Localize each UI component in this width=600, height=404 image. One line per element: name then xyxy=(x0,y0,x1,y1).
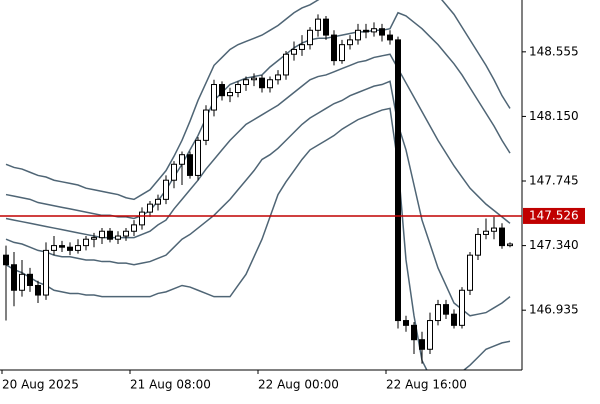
candle-body xyxy=(371,28,377,33)
candle-body xyxy=(195,139,201,176)
candle-body xyxy=(259,77,265,89)
candle-body xyxy=(219,84,225,97)
candle-body xyxy=(67,246,73,251)
candle-body xyxy=(507,243,513,247)
candle-body xyxy=(75,245,81,251)
candle-body xyxy=(203,109,209,141)
candle-body xyxy=(411,324,417,341)
candle-body xyxy=(267,79,273,89)
candle-body xyxy=(139,211,145,226)
candle-body xyxy=(147,203,153,213)
band-line xyxy=(5,80,511,317)
y-tick-label: 147.340 xyxy=(529,238,579,252)
candle-body xyxy=(43,249,49,296)
candle-body xyxy=(3,254,9,266)
x-tick-label: 20 Aug 2025 xyxy=(2,378,79,392)
candle-body xyxy=(403,320,409,326)
candle-body xyxy=(355,29,361,41)
candle-body xyxy=(435,304,441,322)
candle-body xyxy=(107,230,113,240)
candle-body xyxy=(211,84,217,111)
candle-body xyxy=(131,224,137,232)
y-tick-label: 146.935 xyxy=(529,303,579,317)
candle-body xyxy=(499,227,505,247)
candle-body xyxy=(19,273,25,291)
current-price-box xyxy=(523,207,585,224)
candle-body xyxy=(387,34,393,41)
candle-body xyxy=(299,44,305,50)
candle-body xyxy=(275,74,281,81)
candle-body xyxy=(467,254,473,291)
candle-body xyxy=(339,44,345,62)
candle-body xyxy=(235,84,241,94)
candle-body xyxy=(283,53,289,76)
band-line xyxy=(5,53,511,239)
candle-body xyxy=(491,227,497,232)
candle-body xyxy=(363,29,369,33)
candle-body xyxy=(459,289,465,326)
candle-body xyxy=(395,39,401,322)
y-tick-label: 148.150 xyxy=(529,109,579,123)
candle-body xyxy=(171,163,177,181)
candle-body xyxy=(59,245,65,248)
candle-body xyxy=(331,34,337,62)
candle-body xyxy=(227,92,233,97)
band-line xyxy=(5,11,511,220)
candle-body xyxy=(243,79,249,86)
candle-body xyxy=(179,154,185,165)
candle-body xyxy=(427,320,433,350)
candle-body xyxy=(99,230,105,239)
candle-body xyxy=(443,304,449,315)
x-tick-label: 22 Aug 16:00 xyxy=(386,378,467,392)
candle-body xyxy=(187,154,193,176)
candle-body xyxy=(475,233,481,256)
band-line xyxy=(5,107,511,370)
candle-body xyxy=(323,18,329,36)
y-tick-label: 148.555 xyxy=(529,44,579,58)
candle-body xyxy=(315,18,321,31)
plot-area xyxy=(3,0,513,370)
band-line xyxy=(5,0,511,201)
candle-body xyxy=(291,48,297,55)
candle-body xyxy=(155,198,161,205)
candle-body xyxy=(51,245,57,251)
candle-body xyxy=(91,237,97,240)
candle-body xyxy=(35,284,41,296)
candle-body xyxy=(451,313,457,326)
candle-body xyxy=(123,230,129,237)
candle-body xyxy=(11,264,17,291)
candle-body xyxy=(27,273,33,286)
candle-body xyxy=(307,29,313,46)
x-tick-label: 22 Aug 00:00 xyxy=(258,378,339,392)
candle-body xyxy=(419,339,425,350)
candle-body xyxy=(483,230,489,235)
current-price-label: 147.526 xyxy=(529,208,579,222)
candle-body xyxy=(251,77,257,81)
x-tick-label: 21 Aug 08:00 xyxy=(130,378,211,392)
candle-body xyxy=(347,39,353,46)
candle-body xyxy=(115,235,121,240)
y-tick-label: 147.745 xyxy=(529,174,579,188)
candle-body xyxy=(83,238,89,247)
candle-body xyxy=(379,28,385,36)
candle-body xyxy=(163,179,169,200)
